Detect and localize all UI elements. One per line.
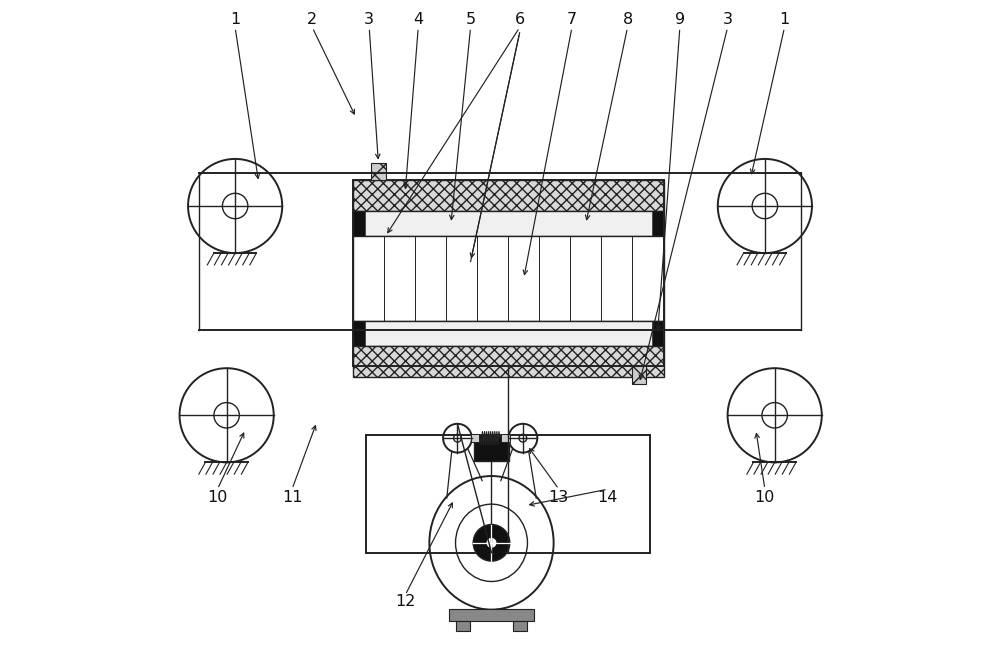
Text: 5: 5: [466, 12, 476, 27]
Bar: [652, 321, 664, 346]
Text: 2: 2: [307, 12, 317, 27]
Bar: [632, 366, 646, 383]
Bar: [471, 434, 479, 442]
Text: 4: 4: [413, 12, 423, 27]
Bar: [353, 236, 664, 321]
Circle shape: [473, 525, 510, 561]
Text: 10: 10: [755, 490, 775, 504]
Text: 6: 6: [515, 12, 525, 27]
Text: 8: 8: [622, 12, 633, 27]
Bar: [366, 435, 650, 553]
Text: 11: 11: [282, 490, 302, 504]
Bar: [353, 180, 664, 366]
Bar: [456, 621, 470, 631]
Text: 10: 10: [207, 490, 228, 504]
Bar: [353, 321, 664, 346]
Bar: [353, 321, 365, 346]
Bar: [652, 211, 664, 236]
Circle shape: [487, 538, 496, 547]
Text: 13: 13: [549, 490, 569, 504]
Text: 3: 3: [723, 12, 733, 27]
Bar: [474, 435, 509, 461]
Bar: [371, 163, 386, 180]
Text: 3: 3: [364, 12, 374, 27]
Text: 7: 7: [567, 12, 577, 27]
Bar: [449, 610, 534, 621]
Text: 12: 12: [395, 594, 415, 609]
Bar: [353, 346, 664, 377]
Bar: [353, 180, 664, 211]
Text: 14: 14: [598, 490, 618, 504]
Text: 1: 1: [230, 12, 240, 27]
Text: 9: 9: [675, 12, 685, 27]
Bar: [353, 211, 664, 236]
Bar: [501, 434, 510, 442]
Bar: [353, 211, 365, 236]
Text: 1: 1: [779, 12, 790, 27]
Bar: [513, 621, 527, 631]
